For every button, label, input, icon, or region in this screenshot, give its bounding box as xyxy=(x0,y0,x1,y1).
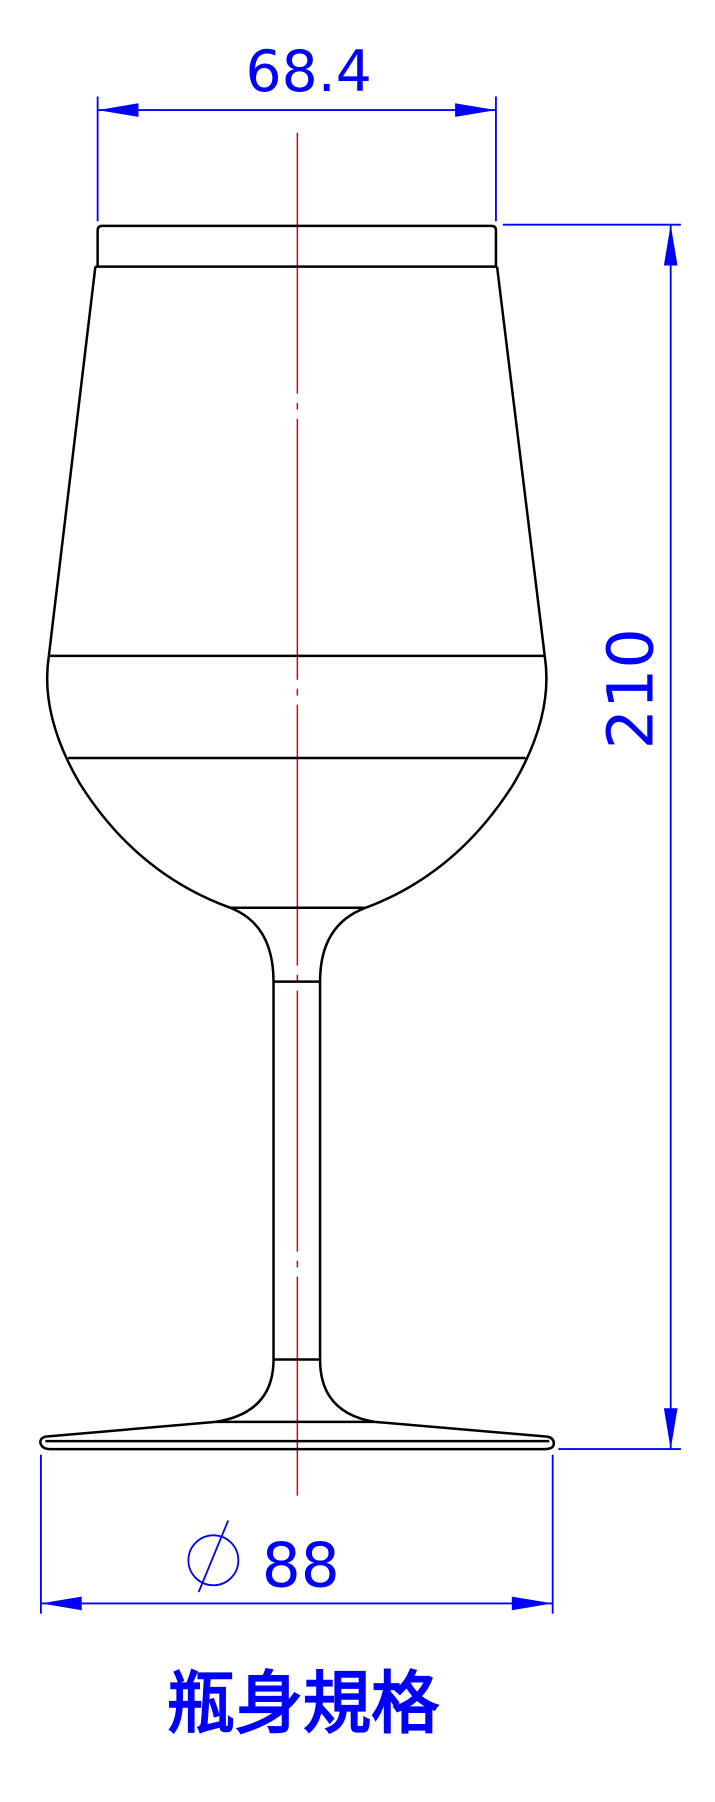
top-width-dimension: 68.4 xyxy=(96,39,497,222)
diameter-symbol xyxy=(187,1534,240,1587)
base-diameter-label: 88 xyxy=(262,1530,340,1601)
height-dimension: 210 xyxy=(502,223,681,1450)
top-width-label: 68.4 xyxy=(246,39,372,105)
height-label: 210 xyxy=(594,628,668,749)
glass-outline xyxy=(39,224,556,1451)
caption: 瓶身規格 xyxy=(167,1665,440,1744)
base-diameter-dimension: 88 xyxy=(39,1454,554,1614)
